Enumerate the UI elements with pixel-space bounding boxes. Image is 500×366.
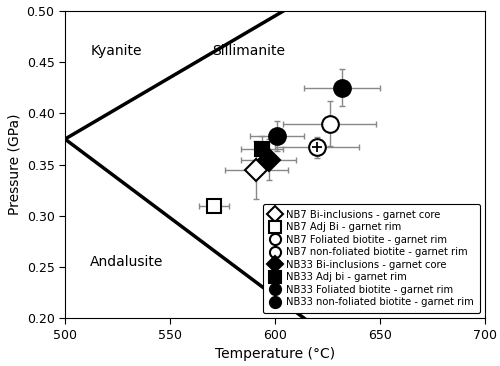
Text: Kyanite: Kyanite bbox=[90, 44, 142, 58]
Y-axis label: Pressure (GPa): Pressure (GPa) bbox=[7, 114, 21, 216]
Legend: NB7 Bi-inclusions - garnet core, NB7 Adj Bi - garnet rim, NB7 Foliated biotite -: NB7 Bi-inclusions - garnet core, NB7 Adj… bbox=[263, 204, 480, 313]
X-axis label: Temperature (°C): Temperature (°C) bbox=[215, 347, 335, 361]
Text: Sillimanite: Sillimanite bbox=[212, 44, 285, 58]
Text: Andalusite: Andalusite bbox=[90, 255, 164, 269]
